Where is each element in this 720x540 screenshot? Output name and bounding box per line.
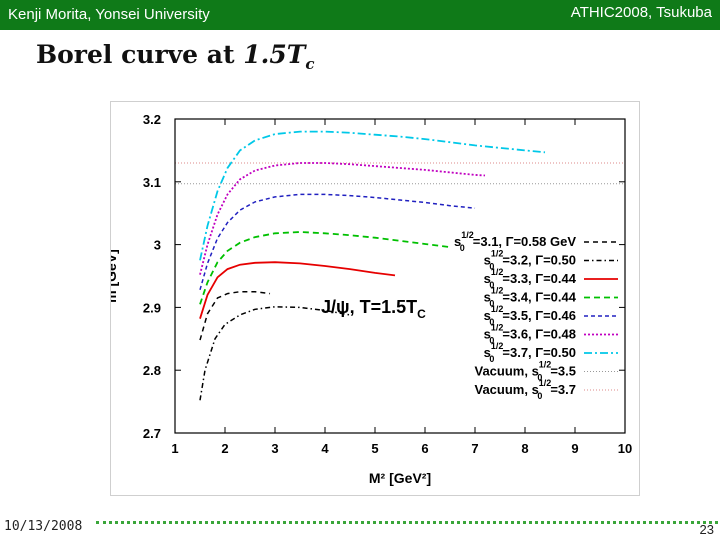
- x-axis-label: M² [GeV²]: [369, 470, 431, 486]
- legend-sub: 0: [460, 243, 465, 253]
- legend-sup: 1/2: [491, 304, 504, 314]
- x-tick-label: 3: [271, 441, 278, 456]
- legend-main: s: [484, 345, 491, 360]
- legend-sup: 1/2: [491, 267, 504, 277]
- series-line-7: [199, 130, 546, 261]
- slide-title-text: Borel curve at: [36, 40, 235, 69]
- legend-rest: =3.1, Γ=0.58 GeV: [473, 234, 577, 249]
- y-tick-label: 2.7: [143, 426, 161, 441]
- legend-rest: =3.5, Γ=0.46: [502, 308, 576, 323]
- y-tick-label: 3.1: [143, 175, 161, 190]
- legend-sup: 1/2: [491, 286, 504, 296]
- series-line-3: [199, 261, 396, 319]
- legend-label: s1/2 0 =3.7, Γ=0.50: [484, 341, 576, 364]
- legend-rest: =3.7, Γ=0.50: [502, 345, 576, 360]
- plot-annotation: J/ψ, T=1.5TC: [321, 297, 426, 321]
- legend-sub: 0: [489, 299, 494, 309]
- legend-sub: 0: [489, 336, 494, 346]
- legend-main: s: [484, 271, 491, 286]
- x-tick-label: 6: [421, 441, 428, 456]
- legend-label: s1/2 0 =3.1, Γ=0.58 GeV: [454, 230, 576, 253]
- legend-main: s: [484, 290, 491, 305]
- legend-label: Vacuum, s1/2 0 =3.5: [474, 360, 576, 383]
- legend-sub: 0: [537, 373, 542, 383]
- x-tick-label: 7: [471, 441, 478, 456]
- legend-sup: 1/2: [491, 341, 504, 351]
- legend-rest: =3.3, Γ=0.44: [502, 271, 576, 286]
- y-tick-label: 3: [154, 238, 161, 253]
- legend-sub: 0: [537, 391, 542, 401]
- plot-frame: [174, 118, 626, 434]
- slide-title-math: 1.5Tc: [243, 40, 314, 73]
- y-axis-label: m [GeV]: [111, 249, 119, 303]
- legend-label: s1/2 0 =3.6, Γ=0.48: [484, 323, 576, 346]
- page-number: 23: [699, 522, 714, 537]
- x-tick-label: 2: [221, 441, 228, 456]
- legend-rest: =3.4, Γ=0.44: [502, 290, 576, 305]
- series-line-6: [199, 162, 486, 275]
- legend-main: Vacuum, s: [474, 382, 538, 397]
- legend-main: s: [484, 253, 491, 268]
- legend-sup: 1/2: [461, 230, 474, 240]
- footer-divider: [96, 521, 718, 524]
- footer-date: 10/13/2008: [4, 519, 83, 534]
- plot-annotation-text: J/ψ, T=1.5T: [321, 297, 417, 317]
- legend-main: s: [484, 327, 491, 342]
- legend-rest: =3.7: [550, 382, 576, 397]
- x-tick-label: 1: [171, 441, 178, 456]
- x-tick-label: 8: [521, 441, 528, 456]
- legend-main: Vacuum, s: [474, 364, 538, 379]
- y-tick-label: 2.8: [143, 363, 161, 378]
- legend-rest: =3.6, Γ=0.48: [502, 327, 576, 342]
- plot-annotation-sub: C: [417, 307, 426, 321]
- legend-sup: 1/2: [491, 323, 504, 333]
- x-tick-label: 10: [618, 441, 632, 456]
- legend-rest: =3.5: [550, 364, 576, 379]
- slide-title-math-main: 1.5T: [243, 40, 306, 69]
- legend-main: s: [454, 234, 461, 249]
- legend-sup: 1/2: [539, 360, 552, 370]
- header-author: Kenji Morita, Yonsei University: [8, 6, 210, 23]
- slide-title: Borel curve at 1.5Tc: [36, 40, 315, 73]
- header-conference: ATHIC2008, Tsukuba: [570, 4, 712, 21]
- legend-sup: 1/2: [491, 249, 504, 259]
- series-line-1: [199, 290, 271, 341]
- legend-sub: 0: [489, 262, 494, 272]
- legend-label: s1/2 0 =3.3, Γ=0.44: [484, 267, 577, 290]
- chart-figure: 1 2 3 4 5 6 7 8 9 10 2.7 2.8 2.9 3 3.1 3.2 M² [GeV²] m [G…: [103, 101, 640, 496]
- legend-rest: =3.2, Γ=0.50: [502, 253, 576, 268]
- legend-main: s: [484, 308, 491, 323]
- legend-sub: 0: [489, 354, 494, 364]
- series-line-2: [199, 306, 351, 401]
- legend-label: s1/2 0 =3.2, Γ=0.50: [484, 249, 576, 272]
- y-tick-label: 3.2: [143, 112, 161, 127]
- y-tick-label: 2.9: [143, 300, 161, 315]
- legend-sup: 1/2: [539, 378, 552, 388]
- legend-label: Vacuum, s1/2 0 =3.7: [474, 378, 576, 401]
- slide-title-math-sub: c: [305, 55, 315, 73]
- x-tick-label: 5: [371, 441, 378, 456]
- borel-curve-chart: 1 2 3 4 5 6 7 8 9 10 2.7 2.8 2.9 3 3.1 3.2 M² [GeV²] m [G…: [103, 112, 632, 486]
- series-line-4: [199, 231, 451, 305]
- series-line-5: [199, 193, 476, 291]
- legend-label: s1/2 0 =3.4, Γ=0.44: [484, 286, 577, 309]
- legend-sub: 0: [489, 317, 494, 327]
- legend-sub: 0: [489, 280, 494, 290]
- legend-label: s1/2 0 =3.5, Γ=0.46: [484, 304, 576, 327]
- x-tick-label: 9: [571, 441, 578, 456]
- x-tick-label: 4: [321, 441, 329, 456]
- slide-header: Kenji Morita, Yonsei University ATHIC200…: [0, 0, 720, 30]
